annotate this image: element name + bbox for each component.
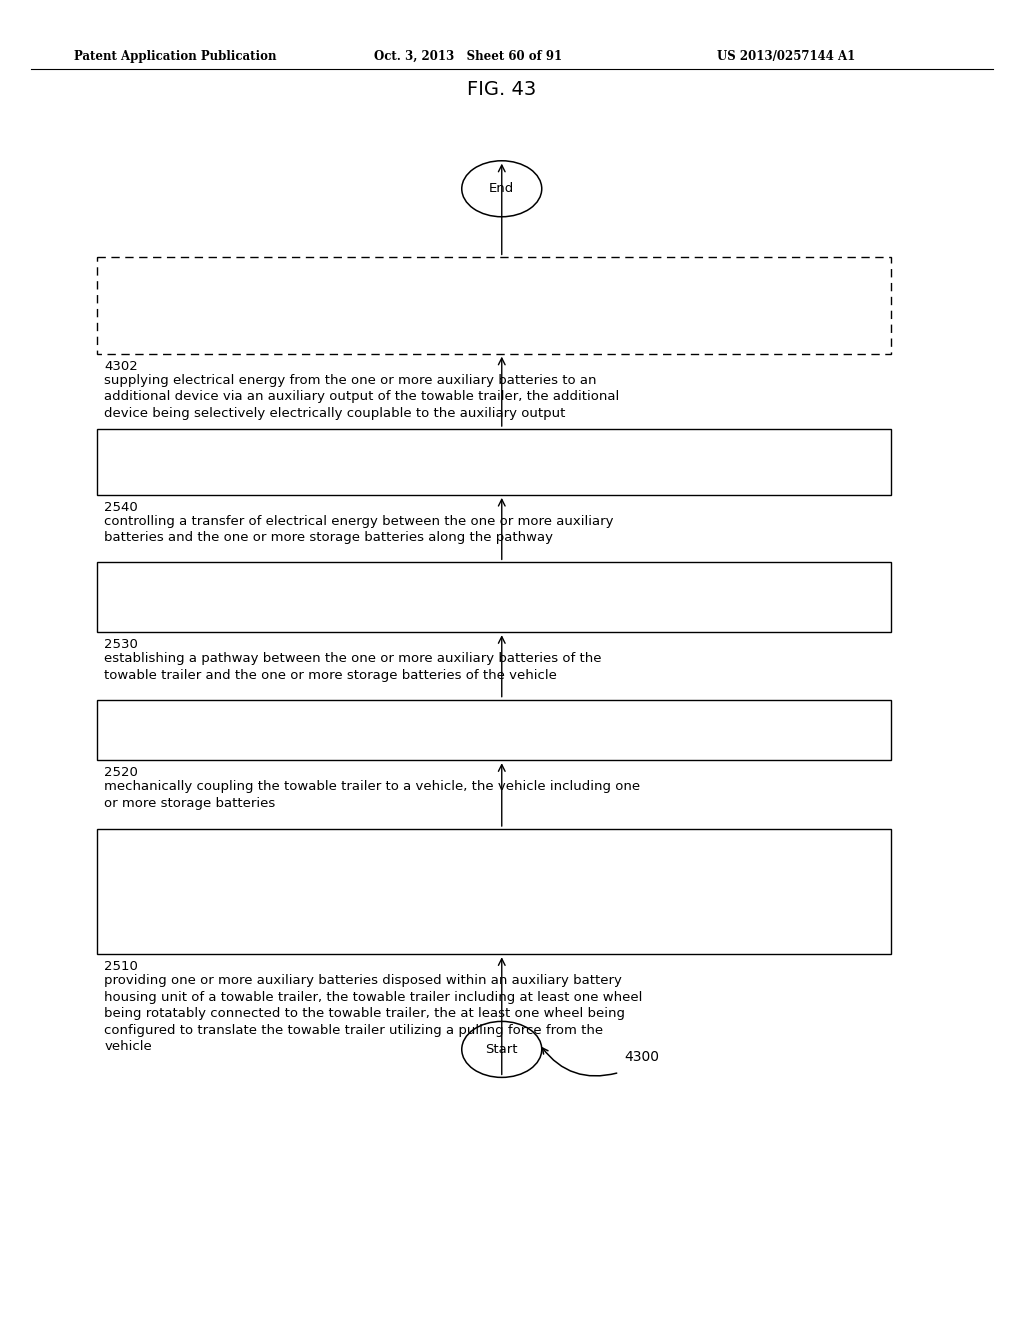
Text: 2510: 2510 bbox=[104, 961, 138, 973]
Text: FIG. 43: FIG. 43 bbox=[467, 81, 537, 99]
Text: US 2013/0257144 A1: US 2013/0257144 A1 bbox=[717, 50, 855, 63]
Text: establishing a pathway between the one or more auxiliary batteries of the
towabl: establishing a pathway between the one o… bbox=[104, 652, 602, 681]
Text: providing one or more auxiliary batteries disposed within an auxiliary battery
h: providing one or more auxiliary batterie… bbox=[104, 974, 643, 1053]
Bar bbox=[97, 700, 891, 760]
Text: 2520: 2520 bbox=[104, 767, 138, 779]
Text: 2530: 2530 bbox=[104, 639, 138, 651]
Text: controlling a transfer of electrical energy between the one or more auxiliary
ba: controlling a transfer of electrical ene… bbox=[104, 515, 613, 544]
Text: 2540: 2540 bbox=[104, 502, 138, 513]
Bar bbox=[97, 429, 891, 495]
Text: mechanically coupling the towable trailer to a vehicle, the vehicle including on: mechanically coupling the towable traile… bbox=[104, 780, 640, 809]
Text: Patent Application Publication: Patent Application Publication bbox=[74, 50, 276, 63]
Text: 4300: 4300 bbox=[625, 1051, 659, 1064]
Bar bbox=[97, 829, 891, 954]
Text: End: End bbox=[489, 182, 514, 195]
Bar bbox=[97, 562, 891, 632]
Text: Start: Start bbox=[485, 1043, 518, 1056]
Text: supplying electrical energy from the one or more auxiliary batteries to an
addit: supplying electrical energy from the one… bbox=[104, 374, 620, 420]
Bar bbox=[97, 257, 891, 354]
Text: 4302: 4302 bbox=[104, 360, 138, 372]
Text: Oct. 3, 2013   Sheet 60 of 91: Oct. 3, 2013 Sheet 60 of 91 bbox=[374, 50, 562, 63]
